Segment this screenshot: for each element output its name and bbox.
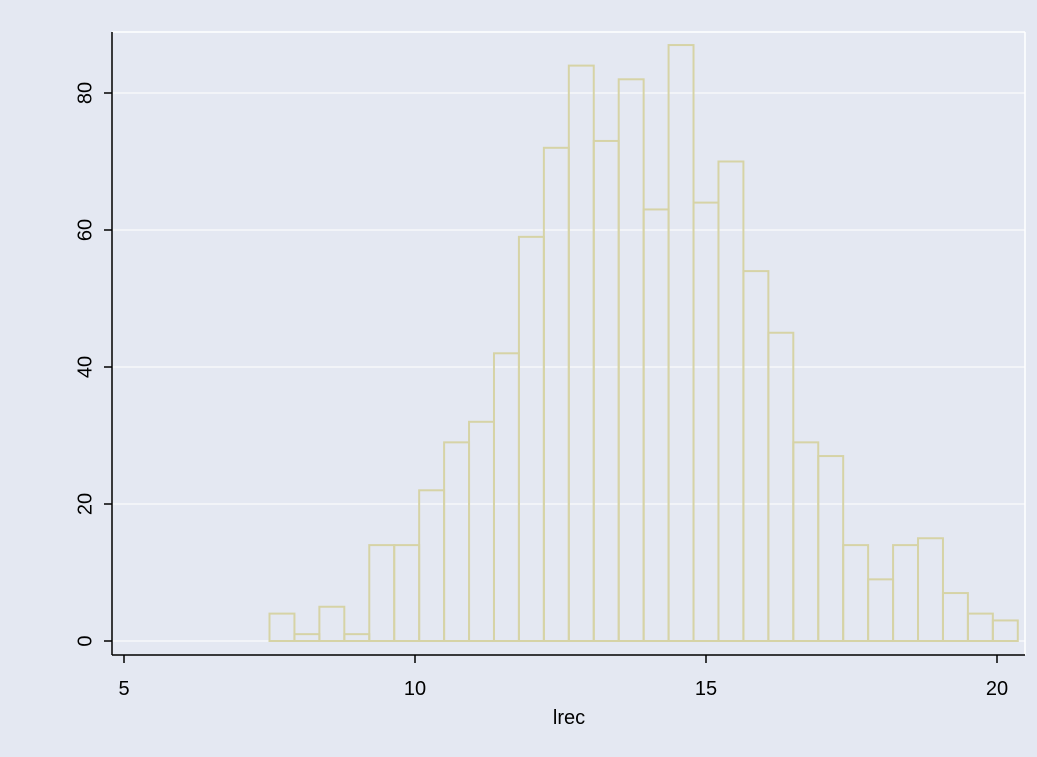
x-tick-label-20: 20 bbox=[986, 678, 1008, 700]
histogram-bar-30 bbox=[991, 619, 1019, 643]
histogram-bar-27 bbox=[917, 537, 944, 642]
y-tick-label-20: 20 bbox=[74, 493, 96, 515]
x-tick-label-15: 15 bbox=[695, 678, 717, 700]
y-tick-label-60: 60 bbox=[74, 219, 96, 241]
axes bbox=[104, 32, 1025, 663]
tick-labels: 0 20 40 60 80 5 10 15 20 bbox=[74, 82, 1008, 700]
histogram-bar-3 bbox=[318, 605, 346, 642]
y-tick-label-80: 80 bbox=[74, 82, 96, 104]
histogram-bar-1 bbox=[268, 612, 296, 642]
y-tick-label-40: 40 bbox=[74, 356, 96, 378]
y-tick-label-0: 0 bbox=[74, 635, 96, 646]
x-tick-label-5: 5 bbox=[118, 678, 129, 700]
x-axis-title: lrec bbox=[553, 707, 585, 729]
x-tick-label-10: 10 bbox=[404, 678, 426, 700]
histogram-bars bbox=[268, 44, 1019, 643]
